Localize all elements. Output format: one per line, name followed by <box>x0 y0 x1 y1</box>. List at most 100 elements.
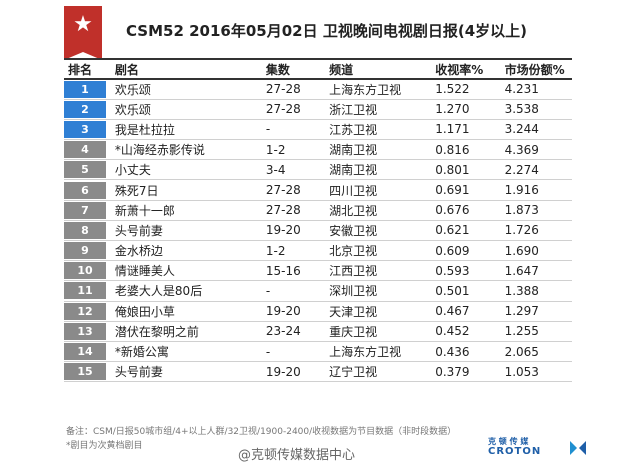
episodes-cell: - <box>261 341 326 363</box>
badge: ★ <box>64 6 102 60</box>
croton-mark-icon <box>570 441 586 455</box>
channel-cell: 江西卫视 <box>325 260 432 282</box>
rank-badge: 2 <box>64 100 106 118</box>
rank-cell: 8 <box>64 220 111 242</box>
name-cell: 金水桥边 <box>110 240 262 262</box>
share-cell: 1.726 <box>500 220 572 242</box>
rank-badge: 13 <box>64 322 106 340</box>
table-row: 10 情谜睡美人 15-16 江西卫视 0.593 1.647 <box>64 260 572 282</box>
rank-badge: 9 <box>64 242 106 260</box>
name-cell: 欢乐颂 <box>110 99 262 120</box>
rating-cell: 0.501 <box>431 280 501 302</box>
logo-text-cn: 克 顿 传 媒 <box>488 437 529 446</box>
channel-cell: 湖南卫视 <box>325 159 432 181</box>
table-row: 6 殊死7日 27-28 四川卫视 0.691 1.916 <box>64 179 572 201</box>
episodes-cell: 23-24 <box>261 321 326 342</box>
rating-cell: 1.171 <box>431 119 501 141</box>
share-cell: 1.690 <box>500 240 572 262</box>
name-cell: 小丈夫 <box>110 159 262 181</box>
rank-badge: 6 <box>64 181 106 199</box>
rank-badge: 3 <box>64 120 106 138</box>
table-row: 4 *山海经赤影传说 1-2 湖南卫视 0.816 4.369 <box>64 139 572 161</box>
footnote-asterisk: *剧目为次黄档剧目 <box>66 441 143 451</box>
name-cell: 头号前妻 <box>110 220 262 242</box>
rank-cell: 15 <box>64 361 111 383</box>
rating-cell: 1.270 <box>431 99 501 120</box>
name-cell: 新萧十一郎 <box>110 200 262 221</box>
name-cell: 老婆大人是80后 <box>110 280 262 302</box>
share-cell: 1.053 <box>500 361 572 383</box>
footnote-source: 备注：CSM/日报50城市组/4+以上人群/32卫视/1900-2400/收视数… <box>66 427 457 437</box>
share-cell: 4.369 <box>500 139 572 161</box>
rating-cell: 0.593 <box>431 260 501 282</box>
rating-cell: 0.379 <box>431 361 501 383</box>
share-cell: 2.065 <box>500 341 572 363</box>
episodes-cell: 19-20 <box>261 301 326 322</box>
table-row: 2 欢乐颂 27-28 浙江卫视 1.270 3.538 <box>64 99 572 120</box>
table-row: 12 俺娘田小草 19-20 天津卫视 0.467 1.297 <box>64 301 572 322</box>
table-row: 9 金水桥边 1-2 北京卫视 0.609 1.690 <box>64 240 572 262</box>
channel-cell: 浙江卫视 <box>325 99 432 120</box>
rating-cell: 0.436 <box>431 341 501 363</box>
channel-cell: 四川卫视 <box>325 179 432 201</box>
share-cell: 1.873 <box>500 200 572 221</box>
name-cell: *山海经赤影传说 <box>110 139 262 161</box>
rank-cell: 3 <box>64 119 111 141</box>
channel-cell: 江苏卫视 <box>325 119 432 141</box>
name-cell: *新婚公寓 <box>110 341 262 363</box>
name-cell: 潜伏在黎明之前 <box>110 321 262 342</box>
col-name: 剧名 <box>110 58 262 80</box>
rank-cell: 6 <box>64 179 111 201</box>
rank-badge: 8 <box>64 221 106 239</box>
share-cell: 1.388 <box>500 280 572 302</box>
share-cell: 1.255 <box>500 321 572 342</box>
rank-badge: 10 <box>64 262 106 280</box>
rating-cell: 0.621 <box>431 220 501 242</box>
table-row: 11 老婆大人是80后 - 深圳卫视 0.501 1.388 <box>64 280 572 302</box>
share-cell: 1.916 <box>500 179 572 201</box>
channel-cell: 深圳卫视 <box>325 280 432 302</box>
rank-cell: 10 <box>64 260 111 282</box>
channel-cell: 辽宁卫视 <box>325 361 432 383</box>
star-icon: ★ <box>73 12 93 37</box>
rank-cell: 7 <box>64 200 111 221</box>
rating-cell: 0.452 <box>431 321 501 342</box>
channel-cell: 上海东方卫视 <box>325 341 432 363</box>
page-title: CSM52 2016年05月02日 卫视晚间电视剧日报(4岁以上) <box>126 22 527 40</box>
table-row: 5 小丈夫 3-4 湖南卫视 0.801 2.274 <box>64 159 572 181</box>
rating-cell: 0.467 <box>431 301 501 322</box>
channel-cell: 上海东方卫视 <box>325 79 432 100</box>
share-cell: 3.538 <box>500 99 572 120</box>
name-cell: 头号前妻 <box>110 361 262 383</box>
episodes-cell: 27-28 <box>261 99 326 120</box>
col-rating: 收视率% <box>431 58 501 80</box>
name-cell: 殊死7日 <box>110 179 262 201</box>
rank-badge: 14 <box>64 343 106 361</box>
channel-cell: 安徽卫视 <box>325 220 432 242</box>
channel-cell: 北京卫视 <box>325 240 432 262</box>
table-row: 3 我是杜拉拉 - 江苏卫视 1.171 3.244 <box>64 119 572 141</box>
rank-cell: 4 <box>64 139 111 161</box>
share-cell: 2.274 <box>500 159 572 181</box>
table-row: 14 *新婚公寓 - 上海东方卫视 0.436 2.065 <box>64 341 572 363</box>
share-cell: 4.231 <box>500 79 572 100</box>
rank-cell: 12 <box>64 301 111 322</box>
table-row: 8 头号前妻 19-20 安徽卫视 0.621 1.726 <box>64 220 572 242</box>
rank-badge: 11 <box>64 282 106 300</box>
name-cell: 情谜睡美人 <box>110 260 262 282</box>
rating-cell: 1.522 <box>431 79 501 100</box>
table-row: 1 欢乐颂 27-28 上海东方卫视 1.522 4.231 <box>64 79 572 100</box>
col-rank: 排名 <box>64 58 111 80</box>
rank-cell: 11 <box>64 280 111 302</box>
rank-badge: 15 <box>64 363 106 381</box>
channel-cell: 湖北卫视 <box>325 200 432 221</box>
report-card: ★ CSM52 2016年05月02日 卫视晚间电视剧日报(4岁以上) 排名 剧… <box>48 6 588 463</box>
name-cell: 俺娘田小草 <box>110 301 262 322</box>
episodes-cell: 1-2 <box>261 240 326 262</box>
table-row: 7 新萧十一郎 27-28 湖北卫视 0.676 1.873 <box>64 200 572 221</box>
share-cell: 1.647 <box>500 260 572 282</box>
name-cell: 欢乐颂 <box>110 79 262 100</box>
episodes-cell: 1-2 <box>261 139 326 161</box>
rank-badge: 12 <box>64 302 106 320</box>
rating-cell: 0.609 <box>431 240 501 262</box>
